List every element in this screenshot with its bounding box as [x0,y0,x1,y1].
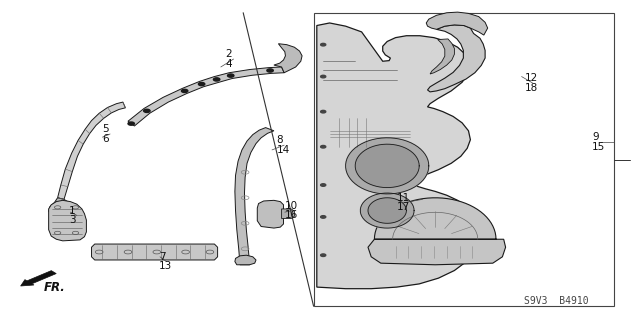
Polygon shape [355,144,419,188]
Circle shape [227,74,234,77]
Text: 2: 2 [225,49,232,59]
Polygon shape [49,200,86,241]
Polygon shape [426,12,488,35]
Polygon shape [58,102,125,199]
Text: FR.: FR. [44,281,65,293]
Polygon shape [368,198,406,223]
Polygon shape [428,25,485,92]
Circle shape [321,43,326,46]
Text: 18: 18 [525,83,538,93]
Text: 7: 7 [159,252,165,262]
Circle shape [144,109,150,112]
Circle shape [321,75,326,78]
Bar [314,13,614,306]
Circle shape [321,216,326,218]
Text: 13: 13 [159,261,172,271]
Text: 3: 3 [69,215,76,225]
Text: 11: 11 [397,193,410,203]
Circle shape [214,78,220,81]
Text: 10: 10 [285,201,298,211]
Polygon shape [128,67,284,126]
Text: 15: 15 [592,142,605,152]
Polygon shape [49,198,72,217]
Circle shape [321,184,326,186]
Text: 14: 14 [276,145,290,155]
Polygon shape [360,193,414,228]
Polygon shape [368,198,506,265]
Polygon shape [235,255,256,265]
FancyArrow shape [20,271,56,286]
Text: 9: 9 [592,132,598,142]
Text: 5: 5 [102,124,109,134]
Text: 17: 17 [397,202,410,212]
Text: 8: 8 [276,135,283,145]
Polygon shape [274,44,302,73]
Circle shape [321,254,326,256]
Circle shape [267,69,273,72]
Polygon shape [346,138,429,194]
Polygon shape [257,200,284,228]
Text: S9V3  B4910: S9V3 B4910 [525,296,589,307]
Circle shape [321,145,326,148]
Polygon shape [235,128,274,265]
Circle shape [128,122,134,125]
Circle shape [198,83,205,86]
Text: 12: 12 [525,73,538,83]
Circle shape [321,110,326,113]
Text: 4: 4 [225,59,232,69]
Polygon shape [430,39,454,74]
Text: 16: 16 [285,210,298,220]
Polygon shape [282,209,294,219]
Text: 1: 1 [69,205,76,216]
Polygon shape [317,23,481,289]
Text: 6: 6 [102,134,109,144]
Circle shape [182,89,188,93]
Polygon shape [92,244,218,260]
